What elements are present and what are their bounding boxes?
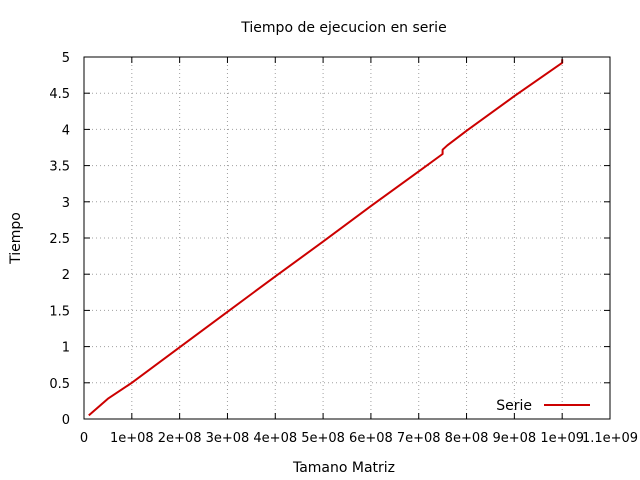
grid-lines bbox=[84, 57, 610, 419]
x-tick-label: 1e+09 bbox=[540, 431, 584, 446]
chart-title: Tiempo de ejecucion en serie bbox=[240, 20, 446, 36]
y-tick-label: 0.5 bbox=[49, 377, 70, 392]
y-axis-ticks: 0 0.5 1 1.5 2 2.5 3 3.5 4 4.5 5 bbox=[49, 51, 610, 428]
x-tick-label: 7e+08 bbox=[397, 431, 441, 446]
series-line-serie bbox=[88, 59, 564, 417]
y-tick-label: 1.5 bbox=[49, 304, 70, 319]
x-tick-label: 6e+08 bbox=[349, 431, 393, 446]
x-tick-label: 5e+08 bbox=[301, 431, 345, 446]
series-layer bbox=[88, 59, 564, 417]
legend-label-serie: Serie bbox=[496, 398, 532, 414]
x-tick-label: 9e+08 bbox=[493, 431, 537, 446]
x-tick-label: 2e+08 bbox=[158, 431, 202, 446]
y-tick-label: 3 bbox=[62, 196, 70, 211]
y-tick-label: 5 bbox=[62, 51, 70, 66]
y-tick-label: 4.5 bbox=[49, 87, 70, 102]
x-tick-label: 4e+08 bbox=[253, 431, 297, 446]
plot-area-border bbox=[83, 56, 611, 420]
x-axis-label: Tamano Matriz bbox=[292, 460, 395, 476]
y-tick-label: 4 bbox=[62, 123, 70, 138]
x-tick-label: 1.1e+09 bbox=[582, 431, 638, 446]
legend: Serie bbox=[496, 398, 590, 414]
y-tick-label: 2.5 bbox=[49, 232, 70, 247]
y-axis-label: Tiempo bbox=[8, 212, 24, 265]
x-tick-label: 0 bbox=[80, 431, 88, 446]
x-tick-label: 3e+08 bbox=[206, 431, 250, 446]
x-axis-ticks: 0 1e+08 2e+08 3e+08 4e+08 5e+08 6e+08 7e+08 8e+0… bbox=[80, 57, 638, 446]
x-tick-label: 1e+08 bbox=[110, 431, 154, 446]
y-tick-label: 2 bbox=[62, 268, 70, 283]
y-tick-label: 0 bbox=[62, 413, 70, 428]
y-tick-label: 3.5 bbox=[49, 160, 70, 175]
y-tick-label: 1 bbox=[62, 341, 70, 356]
x-tick-label: 8e+08 bbox=[445, 431, 489, 446]
